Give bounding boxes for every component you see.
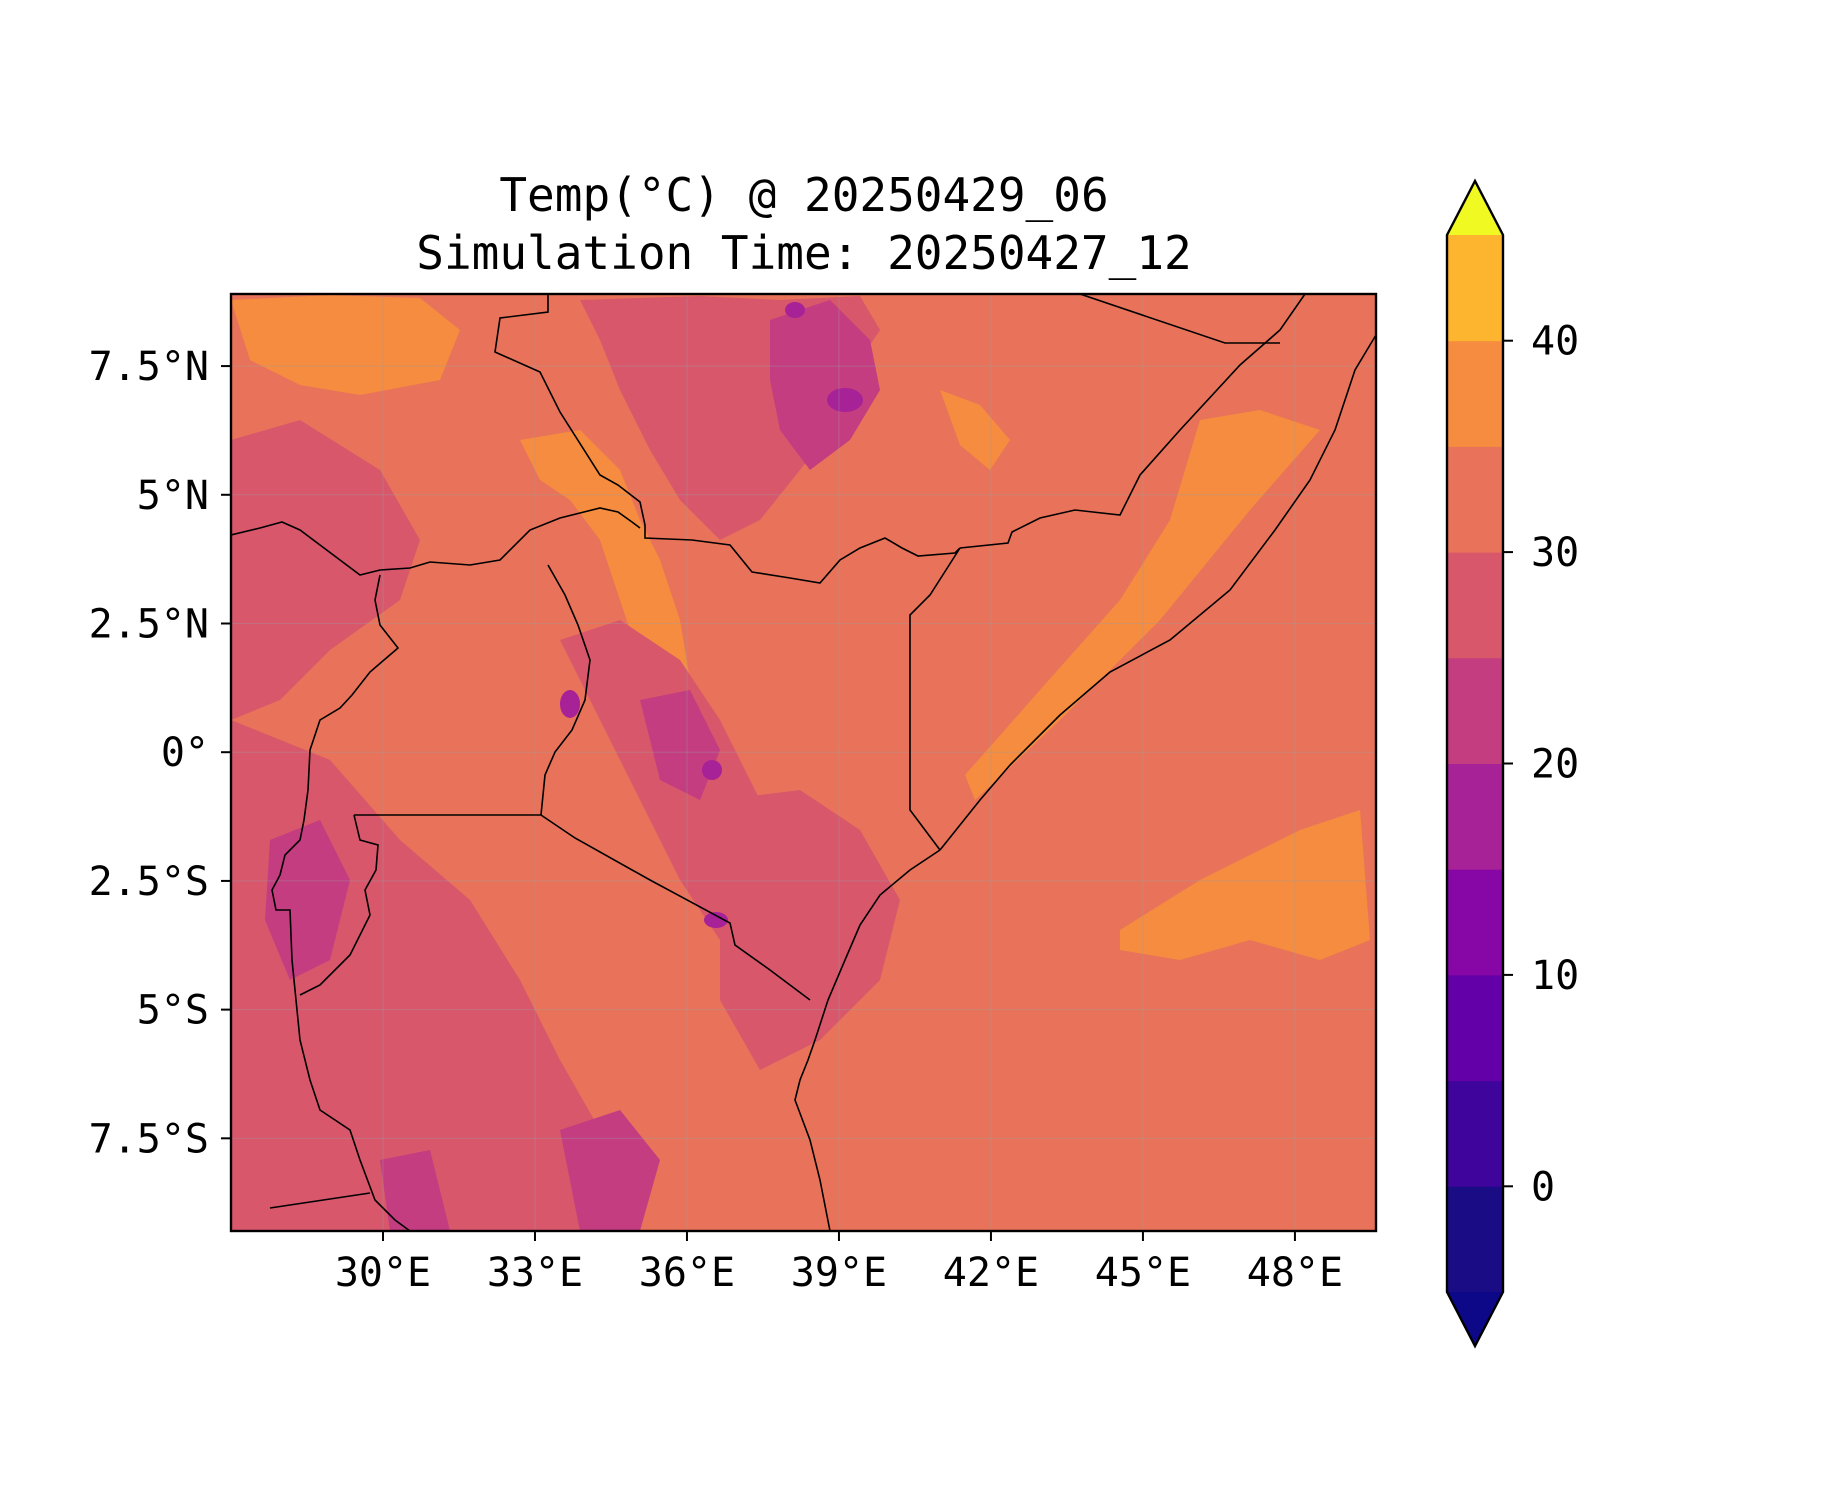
cold-spots-10-15 [560, 302, 863, 928]
lon-tick-label: 48°E [1247, 1250, 1343, 1296]
lat-tick-label: 5°S [137, 988, 209, 1034]
colorbar-segment [1447, 869, 1503, 976]
lat-tick-label: 7.5°S [89, 1116, 209, 1162]
colorbar-over-extend [1447, 181, 1503, 235]
colorbar-outline [1445, 178, 1505, 1349]
lon-tick-label: 30°E [335, 1250, 431, 1296]
temperature-map [231, 294, 1376, 1231]
lon-tick-label: 42°E [943, 1250, 1039, 1296]
map-frame [229, 292, 1378, 1233]
colorbar-segment [1447, 446, 1503, 553]
lon-tick-label: 33°E [487, 1250, 583, 1296]
lat-tick-label: 2.5°N [89, 601, 209, 647]
colorbar-segment [1447, 552, 1503, 659]
colorbar-segment [1447, 974, 1503, 1082]
colorbar-tick-label: 20 [1531, 742, 1579, 788]
country-boundaries [231, 294, 1376, 1231]
lat-tick-label: 0° [161, 730, 209, 776]
colorbar-tick-label: 30 [1531, 530, 1579, 576]
colorbar-segment [1447, 235, 1503, 342]
lat-tick-label: 7.5°N [89, 344, 209, 390]
lat-tick-label: 5°N [137, 473, 209, 519]
colorbar-segment [1447, 1186, 1503, 1293]
colorbar-tick-label: 10 [1531, 953, 1579, 999]
colorbar-segment [1447, 340, 1503, 447]
colorbar-segment [1447, 657, 1503, 764]
longitude-axis: 30°E 33°E 36°E 39°E 42°E 45°E 48°E [335, 1231, 1343, 1296]
warm-zones-30-35 [231, 295, 1370, 960]
colorbar-under-extend [1447, 1292, 1503, 1346]
colorbar-segment [1447, 1080, 1503, 1187]
colorbar-tick-label: 0 [1531, 1164, 1555, 1210]
cool-zones-15-20 [265, 300, 880, 1231]
cool-zones-20-25 [231, 296, 900, 1231]
gridlines [231, 294, 1376, 1231]
latitude-axis: 7.5°N 5°N 2.5°N 0° 2.5°S 5°S 7.5°S [89, 344, 231, 1162]
lon-tick-label: 36°E [639, 1250, 735, 1296]
colorbar: 0 10 20 30 40 [1445, 178, 1579, 1349]
map-title-line1: Temp(°C) @ 20250429_06 [499, 168, 1109, 222]
colorbar-tick-label: 40 [1531, 319, 1579, 365]
colorbar-segment [1447, 763, 1503, 870]
lon-tick-label: 39°E [791, 1250, 887, 1296]
lon-tick-label: 45°E [1095, 1250, 1191, 1296]
lat-tick-label: 2.5°S [89, 859, 209, 905]
map-title-line2: Simulation Time: 20250427_12 [416, 226, 1192, 280]
